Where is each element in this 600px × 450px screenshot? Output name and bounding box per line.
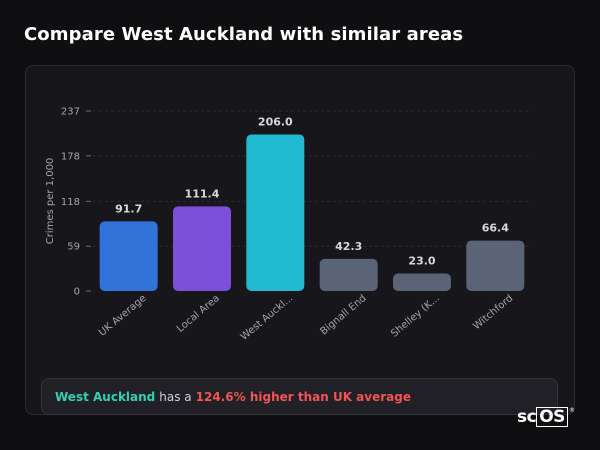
bar-value-label: 206.0 <box>258 116 293 129</box>
brand-mark: ® <box>568 407 575 414</box>
x-tick-label: Witchford <box>471 293 515 332</box>
bar-value-label: 23.0 <box>408 255 435 268</box>
brand-logo: sc OS ® <box>517 407 575 427</box>
bar <box>319 258 378 291</box>
y-tick-label: 237 <box>61 107 80 118</box>
callout-text: has a <box>159 389 192 404</box>
bar-value-label: 42.3 <box>335 240 362 253</box>
brand-boxed: OS <box>536 407 568 427</box>
x-tick-label: UK Average <box>97 293 149 339</box>
y-tick-label: 0 <box>74 287 80 298</box>
y-tick-label: 59 <box>67 242 80 253</box>
x-tick-label: Local Area <box>175 293 222 335</box>
bar <box>466 240 525 291</box>
bar <box>99 221 158 291</box>
bar <box>246 134 305 291</box>
x-tick-label: Bignall End <box>318 293 368 338</box>
bar-value-label: 111.4 <box>185 187 220 200</box>
y-axis-label: Crimes per 1,000 <box>45 158 56 245</box>
x-tick-label: West Auckl... <box>239 293 296 343</box>
bar <box>393 273 451 291</box>
callout-area-name: West Auckland <box>55 389 156 404</box>
callout-difference: 124.6% higher than UK average <box>195 389 411 404</box>
y-tick-label: 118 <box>61 197 80 208</box>
bar <box>173 206 231 291</box>
x-tick-label: Shelley (K... <box>389 293 442 340</box>
y-tick-label: 178 <box>61 151 80 162</box>
bar-value-label: 66.4 <box>482 222 509 235</box>
comparison-callout: West Auckland has a 124.6% higher than U… <box>41 378 558 415</box>
page-title: Compare West Auckland with similar areas <box>24 24 464 45</box>
brand-prefix: sc <box>517 407 537 427</box>
bar-value-label: 91.7 <box>115 202 142 215</box>
